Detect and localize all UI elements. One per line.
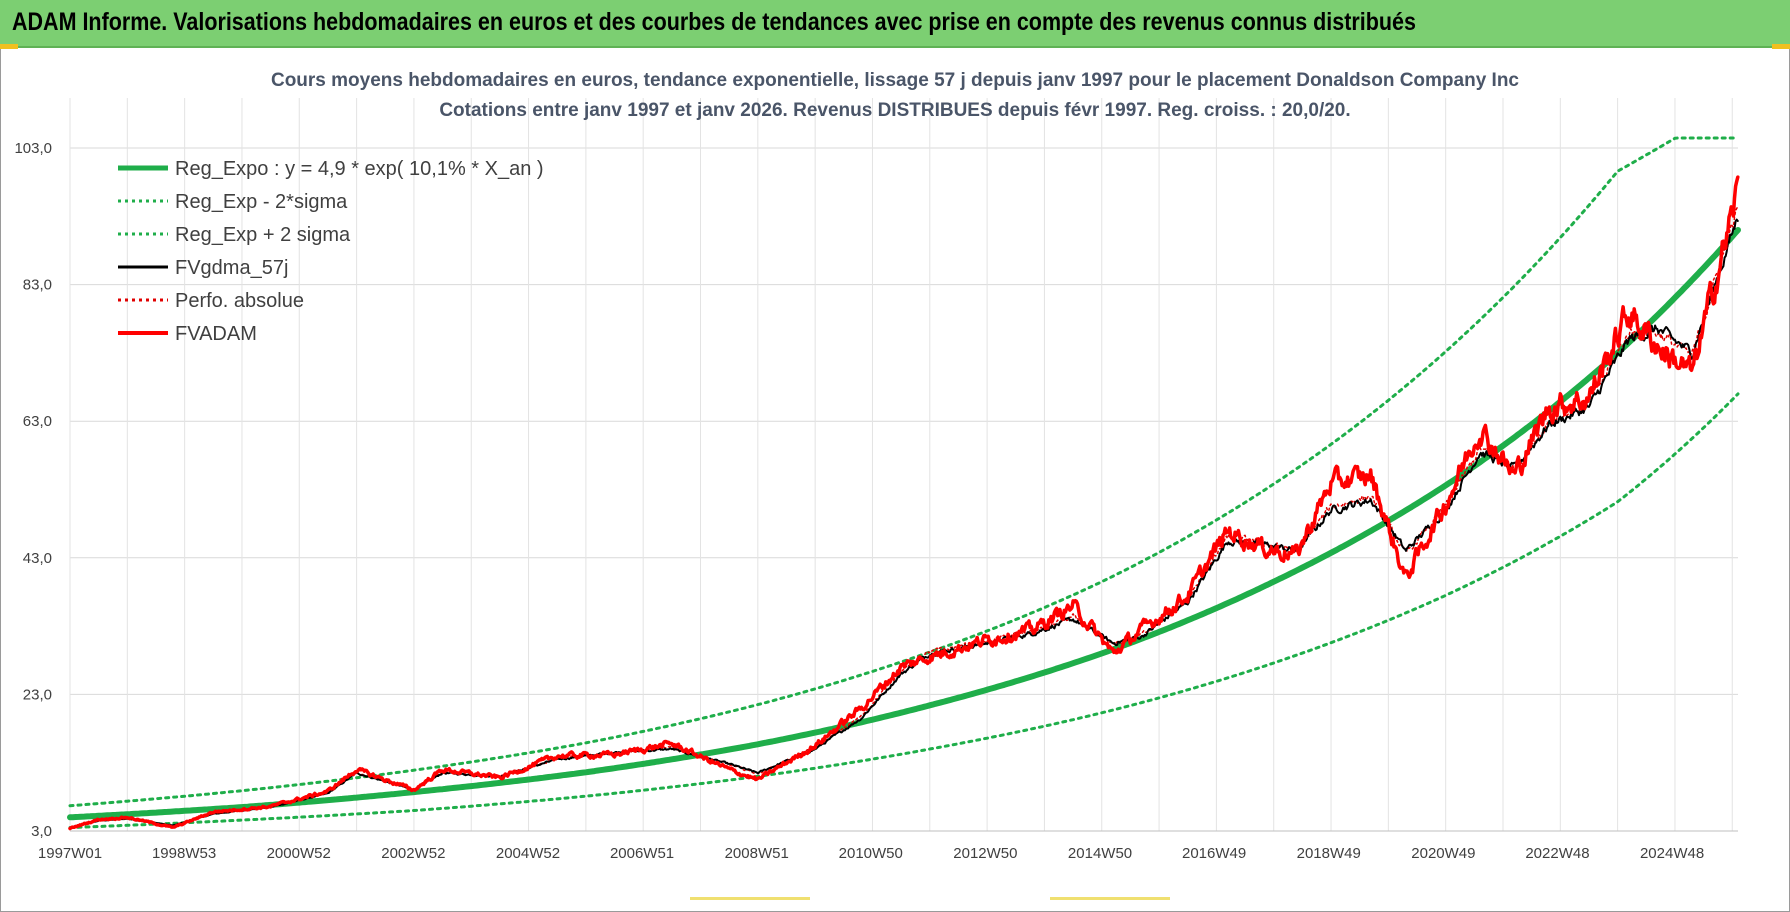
- legend-label: Reg_Exp - 2*sigma: [175, 191, 348, 213]
- series-line-5: [68, 175, 1740, 831]
- x-tick-label: 2024W48: [1640, 845, 1704, 862]
- y-tick-label: 43,0: [23, 550, 52, 567]
- legend-label: Perfo. absolue: [175, 290, 304, 312]
- series-lines: [67, 136, 1741, 831]
- series-line-0: [67, 227, 1741, 821]
- y-tick-label: 103,0: [14, 140, 52, 157]
- series-line-1: [68, 392, 1740, 830]
- corner-marker-right: [1772, 44, 1790, 49]
- x-tick-label: 2016W49: [1182, 845, 1246, 862]
- series-line-4: [69, 206, 1739, 829]
- y-tick-label: 83,0: [23, 277, 52, 294]
- x-tick-label: 2004W52: [496, 845, 560, 862]
- gridlines: [69, 98, 1738, 832]
- x-tick-label: 2018W49: [1297, 845, 1361, 862]
- x-tick-label: 2006W51: [610, 845, 674, 862]
- y-tick-label: 23,0: [23, 686, 52, 703]
- x-tick-label: 2010W50: [839, 845, 903, 862]
- legend-label: Reg_Exp + 2 sigma: [175, 224, 351, 246]
- x-tick-label: 2002W52: [381, 845, 445, 862]
- y-tick-label: 3,0: [31, 823, 52, 840]
- chart-title: Cours moyens hebdomadaires en euros, ten…: [271, 70, 1519, 91]
- legend-label: Reg_Expo : y = 4,9 * exp( 10,1% * X_an ): [175, 158, 544, 180]
- x-tick-label: 2012W50: [953, 845, 1017, 862]
- x-tick-label: 2008W51: [725, 845, 789, 862]
- x-tick-label: 2000W52: [267, 845, 331, 862]
- x-tick-label: 2020W49: [1411, 845, 1475, 862]
- x-tick-label: 2022W48: [1525, 845, 1589, 862]
- x-tick-label: 1997W01: [38, 845, 102, 862]
- legend-label: FVADAM: [175, 323, 257, 345]
- bottom-accent-1: [690, 897, 810, 900]
- chart-subtitle: Cotations entre janv 1997 et janv 2026. …: [439, 100, 1350, 121]
- y-tick-label: 63,0: [23, 413, 52, 430]
- y-axis-ticks: 3,0 23,0 43,0 63,0 83,0 103,0: [14, 140, 52, 840]
- x-axis-ticks: 1997W01 1998W53 2000W52 2002W52 2004W52 2006W…: [38, 845, 1704, 862]
- x-tick-label: 1998W53: [152, 845, 216, 862]
- x-tick-label: 2014W50: [1068, 845, 1132, 862]
- bottom-accent-2: [1050, 897, 1170, 900]
- header-title: ADAM Informe. Valorisations hebdomadaire…: [12, 8, 1416, 36]
- chart: Cours moyens hebdomadaires en euros, ten…: [14, 70, 1741, 900]
- legend-label: FVgdma_57j: [175, 257, 288, 279]
- legend: Reg_Expo : y = 4,9 * exp( 10,1% * X_an )…: [118, 158, 544, 345]
- series-line-3: [69, 218, 1739, 829]
- header-banner: ADAM Informe. Valorisations hebdomadaire…: [0, 0, 1790, 48]
- corner-marker-left: [0, 44, 18, 49]
